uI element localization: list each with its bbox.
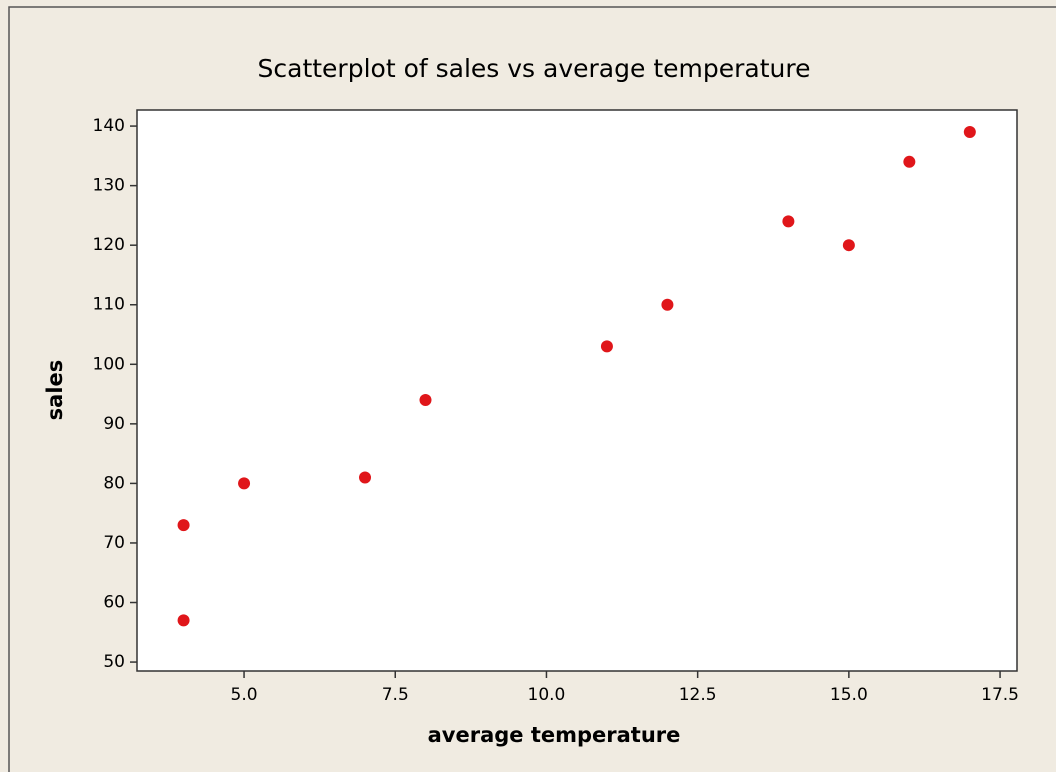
point (903, 155, 916, 168)
chart-title: Scatterplot of sales vs average temperat… (258, 54, 811, 83)
x-tick-label: 15.0 (830, 685, 868, 705)
y-axis-label: sales (43, 360, 67, 421)
point (842, 239, 855, 252)
point (238, 477, 251, 490)
x-axis-label: average temperature (428, 723, 681, 747)
x-tick-label: 5.0 (231, 685, 258, 705)
y-tick-label: 130 (93, 176, 125, 196)
x-tick-label: 17.5 (981, 685, 1019, 705)
point (177, 519, 190, 532)
y-tick-label: 60 (103, 593, 125, 613)
y-tick-label: 90 (103, 414, 125, 434)
y-tick-label: 140 (93, 116, 125, 136)
point (782, 215, 795, 228)
x-tick-label: 10.0 (528, 685, 566, 705)
point (419, 394, 432, 407)
point (963, 126, 976, 139)
x-tick-label: 7.5 (382, 685, 409, 705)
y-tick-label: 50 (103, 652, 125, 672)
y-tick-label: 100 (93, 354, 125, 374)
point (600, 340, 613, 353)
plot-area (136, 109, 1018, 672)
x-tick-label: 12.5 (679, 685, 717, 705)
y-tick-label: 110 (93, 295, 125, 315)
point (359, 471, 372, 484)
y-tick-label: 120 (93, 235, 125, 255)
y-tick-label: 70 (103, 533, 125, 553)
point (177, 614, 190, 627)
y-tick-label: 80 (103, 473, 125, 493)
point (661, 298, 674, 311)
